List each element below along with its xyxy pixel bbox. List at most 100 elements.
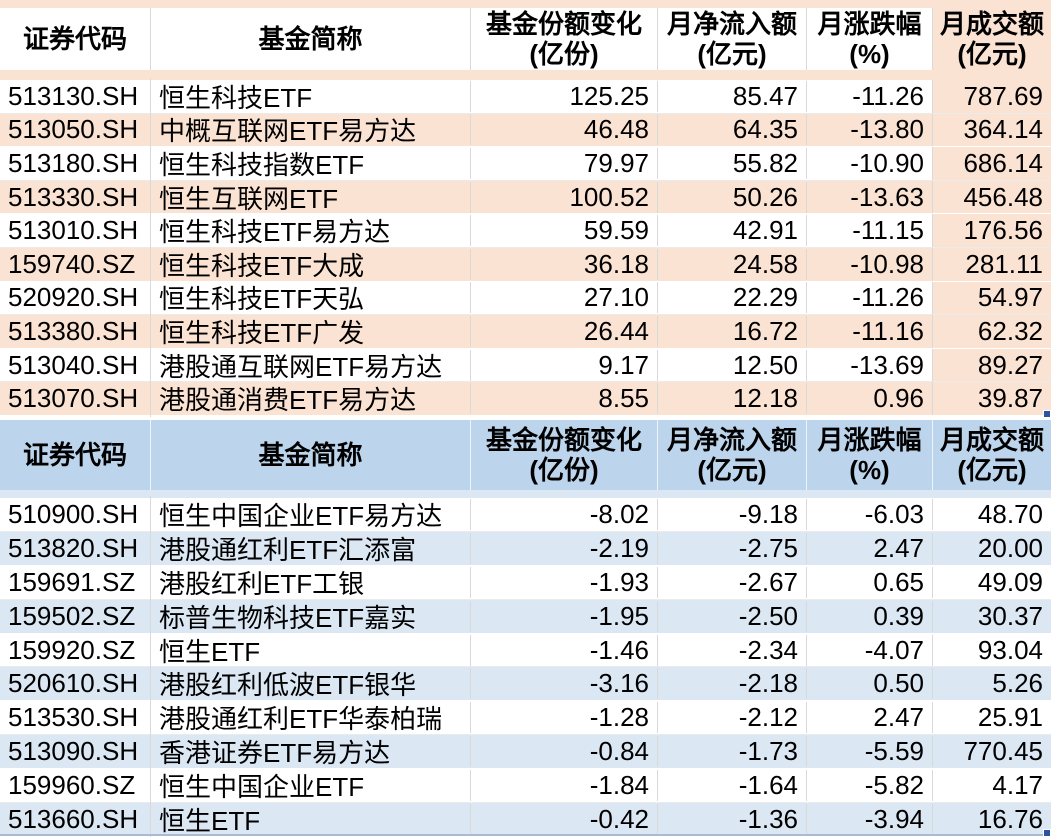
cell-code[interactable]: 159740.SZ [8, 248, 136, 279]
cell-net_inflow[interactable]: 50.26 [657, 181, 806, 213]
cell-name[interactable]: 恒生科技ETF易方达 [150, 212, 470, 250]
cell-code[interactable]: 513010.SH [8, 215, 139, 246]
cell-pct_change[interactable]: -11.15 [806, 215, 932, 247]
cell-pct_change[interactable]: -11.16 [806, 315, 932, 347]
cell-net_inflow[interactable]: 64.35 [657, 114, 806, 146]
cell-share_change[interactable]: -1.84 [470, 770, 657, 802]
cell-code[interactable]: 159960.SZ [8, 770, 136, 801]
cell-net_inflow[interactable]: 85.47 [657, 80, 806, 112]
cell-name[interactable]: 恒生科技ETF [150, 77, 470, 115]
cell-net_inflow[interactable]: -1.64 [657, 770, 806, 802]
cell-share_change[interactable]: -1.28 [470, 702, 657, 734]
cell-name[interactable]: 香港证券ETF易方达 [150, 733, 470, 771]
cell-name[interactable]: 标普生物科技ETF嘉实 [150, 597, 470, 635]
header-cell-name[interactable]: 基金简称 [150, 420, 470, 490]
cell-pct_change[interactable]: 0.65 [806, 566, 932, 598]
header-cell-turnover[interactable]: 月成交额 (亿元) [932, 8, 1051, 70]
cell-turnover[interactable]: 176.56 [932, 214, 1051, 247]
cell-pct_change[interactable]: -13.69 [806, 349, 932, 381]
cell-code[interactable]: 159691.SZ [8, 566, 136, 597]
cell-share_change[interactable]: -1.95 [470, 600, 657, 632]
cell-turnover[interactable]: 364.14 [932, 113, 1051, 147]
cell-pct_change[interactable]: -3.94 [806, 803, 932, 835]
header-cell-pct-change[interactable]: 月涨跌幅 (%) [806, 420, 932, 490]
cell-share_change[interactable]: -3.16 [470, 668, 657, 700]
cell-turnover[interactable]: 4.17 [932, 770, 1051, 802]
cell-code[interactable]: 513660.SH [8, 803, 139, 834]
cell-turnover[interactable]: 30.37 [932, 600, 1051, 632]
cell-name[interactable]: 恒生中国企业ETF [150, 767, 470, 805]
cell-pct_change[interactable]: -10.98 [806, 248, 932, 280]
cell-pct_change[interactable]: 0.96 [806, 383, 932, 415]
cell-turnover[interactable]: 787.69 [932, 80, 1051, 113]
header-cell-share-change[interactable]: 基金份额变化 (亿份) [470, 8, 657, 70]
header-cell-net-inflow[interactable]: 月净流入额 (亿元) [657, 8, 806, 70]
cell-share_change[interactable]: 125.25 [470, 80, 657, 112]
cell-name[interactable]: 港股红利ETF工银 [150, 563, 470, 601]
cell-code[interactable]: 513070.SH [8, 383, 139, 414]
cell-name[interactable]: 恒生互联网ETF [150, 178, 470, 216]
cell-net_inflow[interactable]: -2.50 [657, 600, 806, 632]
cell-code[interactable]: 513090.SH [8, 736, 139, 767]
cell-net_inflow[interactable]: 55.82 [657, 147, 806, 179]
selection-fill-handle[interactable] [1043, 410, 1051, 418]
cell-share_change[interactable]: -0.42 [470, 803, 657, 835]
cell-turnover[interactable]: 25.91 [932, 702, 1051, 734]
cell-name[interactable]: 港股通互联网ETF易方达 [150, 346, 470, 384]
cell-turnover[interactable]: 49.09 [932, 566, 1051, 598]
header-cell-code[interactable]: 证券代码 [0, 420, 150, 490]
cell-turnover[interactable]: 48.70 [932, 498, 1051, 530]
cell-pct_change[interactable]: 0.50 [806, 668, 932, 700]
cell-turnover[interactable]: 456.48 [932, 180, 1051, 214]
cell-share_change[interactable]: 100.52 [470, 181, 657, 213]
cell-turnover[interactable]: 281.11 [932, 247, 1051, 281]
selection-fill-handle[interactable] [1043, 829, 1051, 837]
cell-share_change[interactable]: -2.19 [470, 532, 657, 564]
cell-code[interactable]: 513380.SH [8, 315, 139, 346]
cell-name[interactable]: 恒生中国企业ETF易方达 [150, 495, 470, 533]
cell-net_inflow[interactable]: 42.91 [657, 215, 806, 247]
cell-name[interactable]: 港股通消费ETF易方达 [150, 380, 470, 418]
cell-code[interactable]: 513050.SH [8, 114, 139, 145]
cell-turnover[interactable]: 89.27 [932, 348, 1051, 382]
cell-name[interactable]: 恒生科技指数ETF [150, 144, 470, 182]
cell-turnover[interactable]: 54.97 [932, 281, 1051, 315]
cell-turnover[interactable]: 770.45 [932, 736, 1051, 768]
header-cell-pct-change[interactable]: 月涨跌幅 (%) [806, 8, 932, 70]
cell-share_change[interactable]: 9.17 [470, 349, 657, 381]
cell-share_change[interactable]: 26.44 [470, 315, 657, 347]
cell-code[interactable]: 513040.SH [8, 349, 139, 380]
cell-net_inflow[interactable]: -9.18 [657, 498, 806, 530]
cell-pct_change[interactable]: -11.26 [806, 80, 932, 112]
header-cell-share-change[interactable]: 基金份额变化 (亿份) [470, 420, 657, 490]
cell-pct_change[interactable]: -6.03 [806, 498, 932, 530]
cell-pct_change[interactable]: 0.39 [806, 600, 932, 632]
cell-net_inflow[interactable]: -1.73 [657, 736, 806, 768]
cell-net_inflow[interactable]: 12.50 [657, 349, 806, 381]
cell-name[interactable]: 港股通红利ETF汇添富 [150, 529, 470, 567]
cell-name[interactable]: 恒生科技ETF天弘 [150, 279, 470, 317]
cell-code[interactable]: 159920.SZ [8, 634, 136, 665]
cell-name[interactable]: 恒生ETF [150, 631, 470, 669]
header-cell-turnover[interactable]: 月成交额 (亿元) [932, 420, 1051, 490]
cell-turnover[interactable]: 62.32 [932, 315, 1051, 348]
cell-net_inflow[interactable]: 16.72 [657, 315, 806, 347]
cell-name[interactable]: 中概互联网ETF易方达 [150, 111, 470, 149]
cell-turnover[interactable]: 686.14 [932, 147, 1051, 180]
cell-share_change[interactable]: -1.46 [470, 634, 657, 666]
cell-pct_change[interactable]: -13.80 [806, 114, 932, 146]
cell-pct_change[interactable]: 2.47 [806, 532, 932, 564]
cell-turnover[interactable]: 20.00 [932, 532, 1051, 564]
cell-share_change[interactable]: -0.84 [470, 736, 657, 768]
cell-net_inflow[interactable]: 22.29 [657, 282, 806, 314]
cell-code[interactable]: 520610.SH [8, 668, 139, 699]
cell-name[interactable]: 港股通红利ETF华泰柏瑞 [150, 699, 470, 737]
cell-pct_change[interactable]: -13.63 [806, 181, 932, 213]
cell-code[interactable]: 513330.SH [8, 181, 139, 212]
cell-share_change[interactable]: 79.97 [470, 147, 657, 179]
cell-pct_change[interactable]: -5.82 [806, 770, 932, 802]
cell-pct_change[interactable]: 2.47 [806, 702, 932, 734]
cell-net_inflow[interactable]: 24.58 [657, 248, 806, 280]
cell-net_inflow[interactable]: -2.75 [657, 532, 806, 564]
header-cell-code[interactable]: 证券代码 [0, 8, 150, 70]
